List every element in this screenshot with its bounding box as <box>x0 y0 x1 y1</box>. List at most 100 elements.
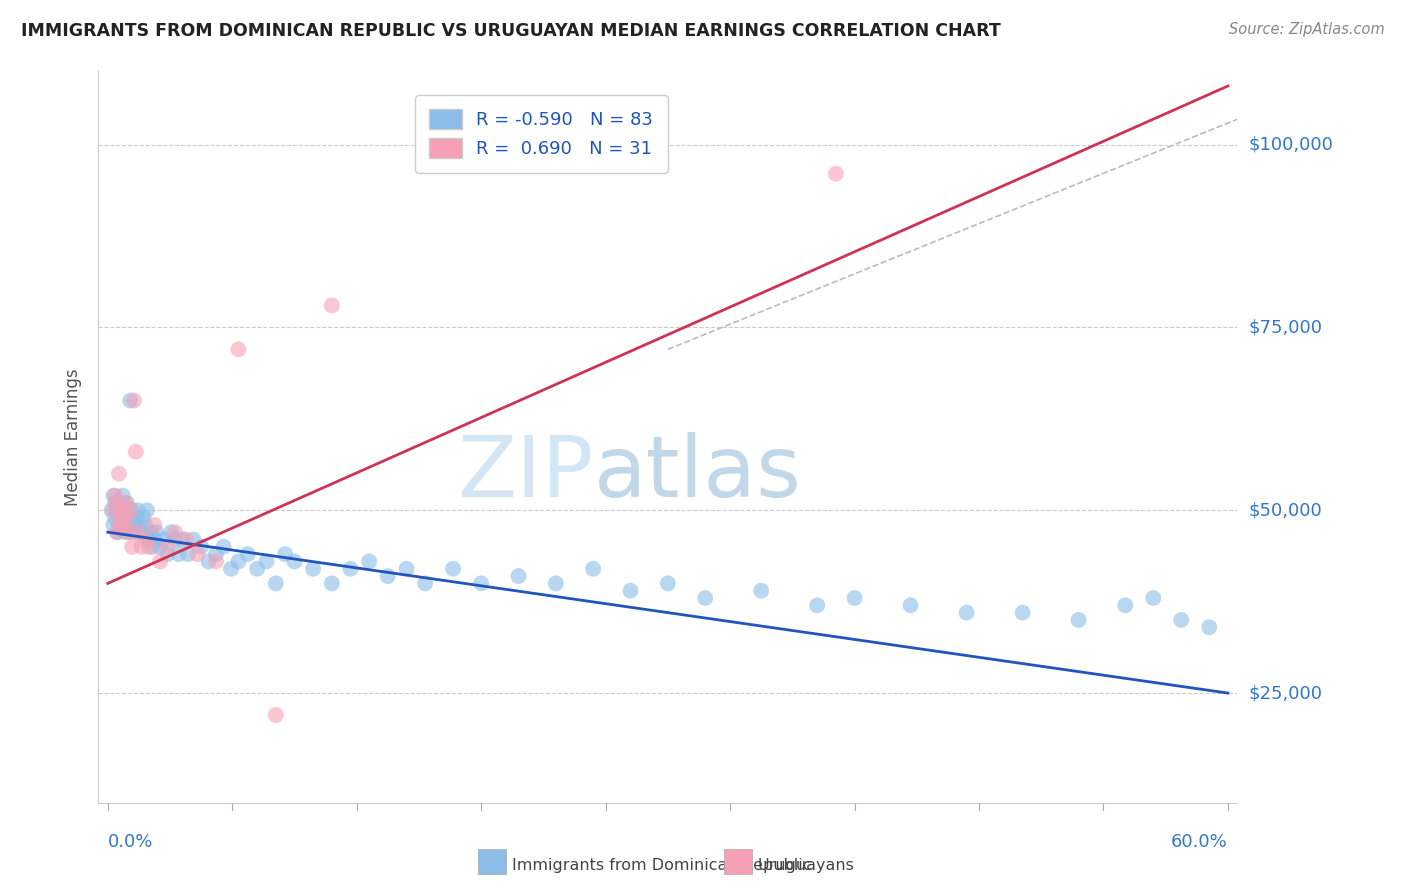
Point <box>186 547 208 561</box>
Point <box>413 576 436 591</box>
Point <box>377 569 399 583</box>
Point <box>122 393 145 408</box>
Point <box>359 554 381 568</box>
Point <box>1067 613 1090 627</box>
Point <box>695 591 717 605</box>
Point <box>470 576 492 591</box>
Point <box>264 708 287 723</box>
Point <box>149 540 172 554</box>
Point <box>138 533 160 547</box>
Point <box>145 525 167 540</box>
Point <box>177 547 200 561</box>
Text: ZIP: ZIP <box>457 432 593 516</box>
Point <box>256 554 278 568</box>
Text: $25,000: $25,000 <box>1249 684 1323 702</box>
Point <box>110 503 132 517</box>
Point <box>172 533 194 547</box>
Point <box>302 562 325 576</box>
Point <box>143 517 166 532</box>
Point <box>134 517 156 532</box>
Point <box>105 496 128 510</box>
Point <box>138 540 160 554</box>
Point <box>105 525 128 540</box>
Point <box>163 533 186 547</box>
Point <box>125 510 148 524</box>
Point <box>1170 613 1192 627</box>
Point <box>117 525 139 540</box>
Point <box>156 547 179 561</box>
Point <box>111 503 134 517</box>
Point <box>105 525 128 540</box>
Text: Source: ZipAtlas.com: Source: ZipAtlas.com <box>1229 22 1385 37</box>
Point <box>228 554 250 568</box>
Point <box>395 562 418 576</box>
Point <box>955 606 977 620</box>
Point <box>100 503 122 517</box>
Point <box>134 533 156 547</box>
Text: 0.0%: 0.0% <box>108 833 153 851</box>
Point <box>190 540 212 554</box>
Point <box>103 489 125 503</box>
Point <box>114 503 136 517</box>
Point <box>825 167 848 181</box>
Point <box>619 583 641 598</box>
Point <box>108 467 131 481</box>
Point <box>125 444 148 458</box>
Point <box>108 496 131 510</box>
Point <box>110 510 132 524</box>
Point <box>219 562 242 576</box>
Point <box>142 540 165 554</box>
Point <box>111 489 134 503</box>
Point <box>236 547 259 561</box>
Point <box>103 503 125 517</box>
Point <box>104 510 127 524</box>
Point <box>127 503 149 517</box>
Point <box>120 503 142 517</box>
Point <box>121 503 143 517</box>
Point <box>1011 606 1033 620</box>
Point <box>149 554 172 568</box>
Point <box>117 503 139 517</box>
Point <box>108 517 131 532</box>
Point <box>156 540 179 554</box>
Point <box>844 591 866 605</box>
Text: $75,000: $75,000 <box>1249 318 1323 336</box>
Legend: R = -0.590   N = 83, R =  0.690   N = 31: R = -0.590 N = 83, R = 0.690 N = 31 <box>415 95 668 173</box>
Point <box>117 517 139 532</box>
Point <box>103 517 125 532</box>
Point <box>582 562 605 576</box>
Point <box>205 554 228 568</box>
Point <box>122 517 145 532</box>
Point <box>806 599 828 613</box>
Point <box>205 547 228 561</box>
Point <box>1198 620 1220 634</box>
Point <box>167 547 190 561</box>
Text: 60.0%: 60.0% <box>1171 833 1227 851</box>
Point <box>246 562 269 576</box>
Text: IMMIGRANTS FROM DOMINICAN REPUBLIC VS URUGUAYAN MEDIAN EARNINGS CORRELATION CHAR: IMMIGRANTS FROM DOMINICAN REPUBLIC VS UR… <box>21 22 1001 40</box>
Point <box>131 540 153 554</box>
Point <box>183 533 205 547</box>
Point <box>121 540 143 554</box>
Point <box>132 510 155 524</box>
Point <box>104 489 127 503</box>
Point <box>274 547 297 561</box>
Point <box>115 496 138 510</box>
Point <box>105 503 128 517</box>
Point <box>128 517 150 532</box>
Point <box>174 533 197 547</box>
Point <box>115 510 138 524</box>
Text: Immigrants from Dominican Republic: Immigrants from Dominican Republic <box>512 858 811 872</box>
Point <box>111 517 134 532</box>
Point <box>264 576 287 591</box>
Point <box>125 525 148 540</box>
Point <box>139 525 162 540</box>
Point <box>321 576 343 591</box>
Point <box>127 525 149 540</box>
Point <box>1142 591 1164 605</box>
Point <box>110 510 132 524</box>
Point <box>108 517 131 532</box>
Point <box>114 525 136 540</box>
Point <box>115 496 138 510</box>
Point <box>120 525 142 540</box>
